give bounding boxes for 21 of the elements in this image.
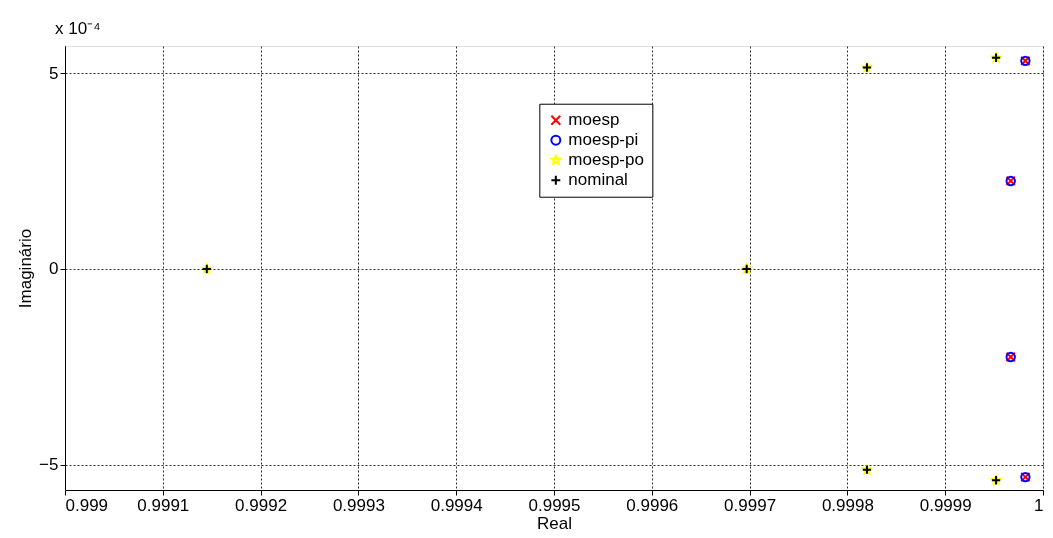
y-axis-title: Imaginário xyxy=(16,228,36,309)
legend-label: moesp-pi xyxy=(568,130,639,150)
legend-label: moesp-po xyxy=(568,150,644,170)
legend-label: moesp xyxy=(568,110,620,130)
x-tick-label: 0.9994 xyxy=(430,495,483,515)
x-tick-label: 0.9996 xyxy=(626,495,679,515)
text: x 10⁻⁴ xyxy=(55,19,101,38)
x-tick-label: 0.9997 xyxy=(724,495,777,515)
x-axis-title: Real xyxy=(537,513,572,533)
x-tick-label: 0.9995 xyxy=(528,495,581,515)
y-tick-label: −5 xyxy=(39,455,59,475)
x-tick-label: 0.9999 xyxy=(919,495,972,515)
x-tick-label: 0.9993 xyxy=(332,495,385,515)
x-tick-label: 1 xyxy=(1034,495,1044,515)
x-tick-label: 0.9992 xyxy=(235,495,288,515)
y-tick-label: 5 xyxy=(49,63,59,83)
x-tick-label: 0.9998 xyxy=(821,495,874,515)
legend-label: nominal xyxy=(568,170,628,190)
y-tick-label: 0 xyxy=(49,259,59,279)
x-tick-label: 0.9991 xyxy=(137,495,190,515)
x-tick-label: 0.999 xyxy=(65,495,109,515)
